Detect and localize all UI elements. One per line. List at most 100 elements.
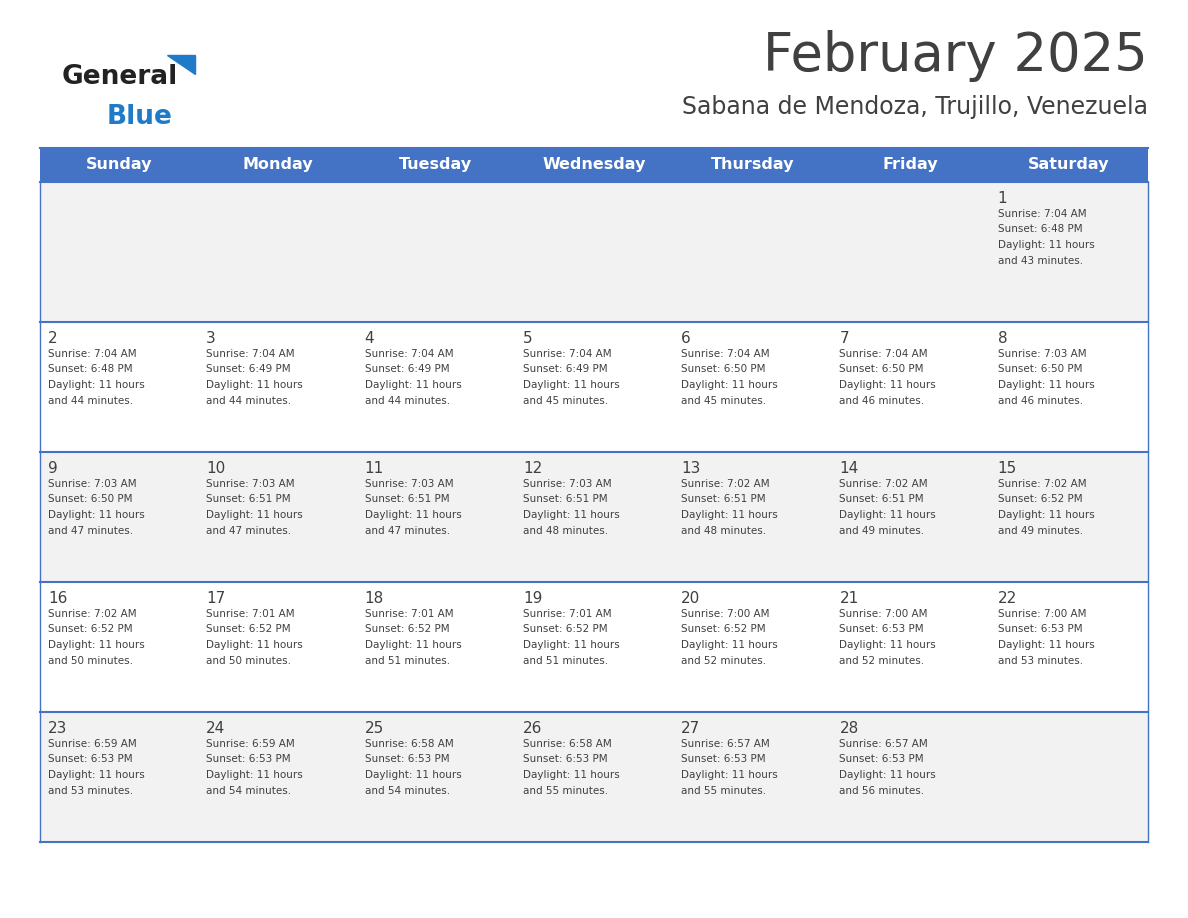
Text: Daylight: 11 hours: Daylight: 11 hours — [365, 640, 461, 650]
Text: Sunrise: 7:04 AM: Sunrise: 7:04 AM — [681, 349, 770, 359]
Text: Sunrise: 7:03 AM: Sunrise: 7:03 AM — [48, 479, 137, 489]
Text: Sunset: 6:48 PM: Sunset: 6:48 PM — [998, 225, 1082, 234]
Text: Sunrise: 7:03 AM: Sunrise: 7:03 AM — [998, 349, 1086, 359]
Polygon shape — [168, 55, 195, 74]
Bar — [40, 582, 1148, 712]
Text: 15: 15 — [998, 461, 1017, 476]
Bar — [40, 712, 1148, 842]
Text: and 55 minutes.: and 55 minutes. — [681, 786, 766, 796]
Text: Sunrise: 7:02 AM: Sunrise: 7:02 AM — [998, 479, 1086, 489]
Text: Daylight: 11 hours: Daylight: 11 hours — [840, 640, 936, 650]
Text: and 43 minutes.: and 43 minutes. — [998, 255, 1082, 265]
Text: 18: 18 — [365, 591, 384, 606]
Text: Sabana de Mendoza, Trujillo, Venezuela: Sabana de Mendoza, Trujillo, Venezuela — [682, 95, 1148, 119]
Text: and 44 minutes.: and 44 minutes. — [207, 396, 291, 406]
Text: Sunset: 6:53 PM: Sunset: 6:53 PM — [840, 755, 924, 765]
Text: and 55 minutes.: and 55 minutes. — [523, 786, 608, 796]
Text: 1: 1 — [998, 191, 1007, 206]
Text: Sunday: Sunday — [86, 158, 152, 173]
Text: Sunrise: 7:02 AM: Sunrise: 7:02 AM — [48, 609, 137, 619]
Text: Sunset: 6:50 PM: Sunset: 6:50 PM — [681, 364, 765, 375]
Text: 13: 13 — [681, 461, 701, 476]
Text: Sunset: 6:50 PM: Sunset: 6:50 PM — [840, 364, 924, 375]
Text: and 53 minutes.: and 53 minutes. — [48, 786, 133, 796]
Text: 11: 11 — [365, 461, 384, 476]
Text: 7: 7 — [840, 331, 849, 346]
Text: Sunrise: 6:57 AM: Sunrise: 6:57 AM — [681, 739, 770, 749]
Text: Monday: Monday — [242, 158, 312, 173]
Text: Sunrise: 7:04 AM: Sunrise: 7:04 AM — [523, 349, 612, 359]
Text: and 54 minutes.: and 54 minutes. — [365, 786, 450, 796]
Text: Sunset: 6:49 PM: Sunset: 6:49 PM — [523, 364, 607, 375]
Text: 3: 3 — [207, 331, 216, 346]
Text: Daylight: 11 hours: Daylight: 11 hours — [998, 510, 1094, 520]
Text: and 52 minutes.: and 52 minutes. — [681, 655, 766, 666]
Text: and 47 minutes.: and 47 minutes. — [365, 525, 450, 535]
Text: Sunrise: 7:01 AM: Sunrise: 7:01 AM — [523, 609, 612, 619]
Text: Daylight: 11 hours: Daylight: 11 hours — [840, 770, 936, 780]
Text: Sunset: 6:51 PM: Sunset: 6:51 PM — [207, 495, 291, 505]
Text: Sunset: 6:52 PM: Sunset: 6:52 PM — [48, 624, 133, 634]
Text: and 44 minutes.: and 44 minutes. — [365, 396, 450, 406]
Text: Sunset: 6:50 PM: Sunset: 6:50 PM — [48, 495, 133, 505]
Text: Sunrise: 7:01 AM: Sunrise: 7:01 AM — [207, 609, 295, 619]
Text: Sunrise: 7:04 AM: Sunrise: 7:04 AM — [998, 209, 1086, 219]
Text: Daylight: 11 hours: Daylight: 11 hours — [840, 380, 936, 390]
Text: Sunrise: 7:02 AM: Sunrise: 7:02 AM — [840, 479, 928, 489]
Text: 2: 2 — [48, 331, 58, 346]
Text: 27: 27 — [681, 721, 701, 736]
Text: 17: 17 — [207, 591, 226, 606]
Text: Daylight: 11 hours: Daylight: 11 hours — [840, 510, 936, 520]
Text: Daylight: 11 hours: Daylight: 11 hours — [48, 510, 145, 520]
Text: and 49 minutes.: and 49 minutes. — [998, 525, 1082, 535]
Bar — [40, 182, 1148, 322]
Bar — [40, 148, 1148, 182]
Text: Sunrise: 7:01 AM: Sunrise: 7:01 AM — [365, 609, 453, 619]
Text: Sunrise: 6:58 AM: Sunrise: 6:58 AM — [523, 739, 612, 749]
Text: 8: 8 — [998, 331, 1007, 346]
Text: 25: 25 — [365, 721, 384, 736]
Text: and 47 minutes.: and 47 minutes. — [48, 525, 133, 535]
Text: Daylight: 11 hours: Daylight: 11 hours — [523, 770, 620, 780]
Text: Sunrise: 6:59 AM: Sunrise: 6:59 AM — [207, 739, 295, 749]
Text: Daylight: 11 hours: Daylight: 11 hours — [207, 770, 303, 780]
Text: Saturday: Saturday — [1028, 158, 1110, 173]
Text: Sunset: 6:50 PM: Sunset: 6:50 PM — [998, 364, 1082, 375]
Text: and 45 minutes.: and 45 minutes. — [523, 396, 608, 406]
Text: 19: 19 — [523, 591, 542, 606]
Text: Wednesday: Wednesday — [542, 158, 646, 173]
Text: Sunrise: 7:03 AM: Sunrise: 7:03 AM — [207, 479, 295, 489]
Text: Sunset: 6:53 PM: Sunset: 6:53 PM — [681, 755, 766, 765]
Text: 21: 21 — [840, 591, 859, 606]
Text: Sunrise: 7:02 AM: Sunrise: 7:02 AM — [681, 479, 770, 489]
Text: 20: 20 — [681, 591, 701, 606]
Text: and 46 minutes.: and 46 minutes. — [998, 396, 1082, 406]
Text: Daylight: 11 hours: Daylight: 11 hours — [998, 380, 1094, 390]
Text: Sunset: 6:52 PM: Sunset: 6:52 PM — [365, 624, 449, 634]
Text: Daylight: 11 hours: Daylight: 11 hours — [365, 770, 461, 780]
Text: Blue: Blue — [107, 104, 173, 130]
Text: Sunrise: 7:00 AM: Sunrise: 7:00 AM — [681, 609, 770, 619]
Text: Daylight: 11 hours: Daylight: 11 hours — [207, 510, 303, 520]
Text: Sunrise: 6:57 AM: Sunrise: 6:57 AM — [840, 739, 928, 749]
Text: and 50 minutes.: and 50 minutes. — [48, 655, 133, 666]
Text: 24: 24 — [207, 721, 226, 736]
Text: February 2025: February 2025 — [763, 30, 1148, 82]
Text: Sunset: 6:52 PM: Sunset: 6:52 PM — [207, 624, 291, 634]
Text: and 49 minutes.: and 49 minutes. — [840, 525, 924, 535]
Bar — [40, 322, 1148, 452]
Text: Sunset: 6:52 PM: Sunset: 6:52 PM — [998, 495, 1082, 505]
Text: Sunset: 6:53 PM: Sunset: 6:53 PM — [365, 755, 449, 765]
Text: Daylight: 11 hours: Daylight: 11 hours — [365, 510, 461, 520]
Text: Sunrise: 7:03 AM: Sunrise: 7:03 AM — [523, 479, 612, 489]
Text: Sunset: 6:53 PM: Sunset: 6:53 PM — [998, 624, 1082, 634]
Text: and 56 minutes.: and 56 minutes. — [840, 786, 924, 796]
Text: Sunset: 6:53 PM: Sunset: 6:53 PM — [523, 755, 607, 765]
Text: Sunrise: 7:00 AM: Sunrise: 7:00 AM — [840, 609, 928, 619]
Text: Daylight: 11 hours: Daylight: 11 hours — [681, 640, 778, 650]
Text: Daylight: 11 hours: Daylight: 11 hours — [207, 380, 303, 390]
Text: Daylight: 11 hours: Daylight: 11 hours — [523, 510, 620, 520]
Text: Sunset: 6:52 PM: Sunset: 6:52 PM — [523, 624, 607, 634]
Text: Sunset: 6:51 PM: Sunset: 6:51 PM — [681, 495, 766, 505]
Text: Daylight: 11 hours: Daylight: 11 hours — [523, 380, 620, 390]
